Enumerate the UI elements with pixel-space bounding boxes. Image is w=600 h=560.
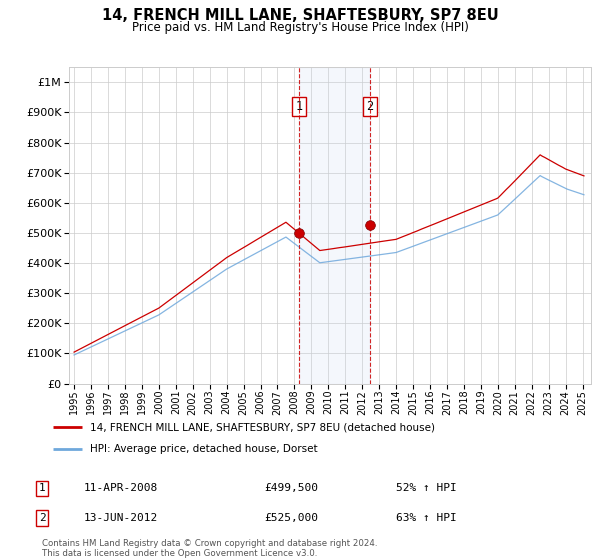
Text: 1: 1: [296, 100, 303, 113]
Text: 11-APR-2008: 11-APR-2008: [84, 483, 158, 493]
Text: 2: 2: [366, 100, 373, 113]
Text: Contains HM Land Registry data © Crown copyright and database right 2024.
This d: Contains HM Land Registry data © Crown c…: [42, 539, 377, 558]
Bar: [299, 67, 370, 384]
Text: 13-JUN-2012: 13-JUN-2012: [84, 513, 158, 523]
Text: Price paid vs. HM Land Registry's House Price Index (HPI): Price paid vs. HM Land Registry's House …: [131, 21, 469, 34]
Text: 14, FRENCH MILL LANE, SHAFTESBURY, SP7 8EU (detached house): 14, FRENCH MILL LANE, SHAFTESBURY, SP7 8…: [89, 422, 434, 432]
Text: HPI: Average price, detached house, Dorset: HPI: Average price, detached house, Dors…: [89, 444, 317, 454]
Text: £499,500: £499,500: [264, 483, 318, 493]
Text: 14, FRENCH MILL LANE, SHAFTESBURY, SP7 8EU: 14, FRENCH MILL LANE, SHAFTESBURY, SP7 8…: [101, 8, 499, 24]
Text: 2: 2: [38, 513, 46, 523]
Text: 1: 1: [38, 483, 46, 493]
Text: £525,000: £525,000: [264, 513, 318, 523]
Text: 52% ↑ HPI: 52% ↑ HPI: [396, 483, 457, 493]
Text: 63% ↑ HPI: 63% ↑ HPI: [396, 513, 457, 523]
